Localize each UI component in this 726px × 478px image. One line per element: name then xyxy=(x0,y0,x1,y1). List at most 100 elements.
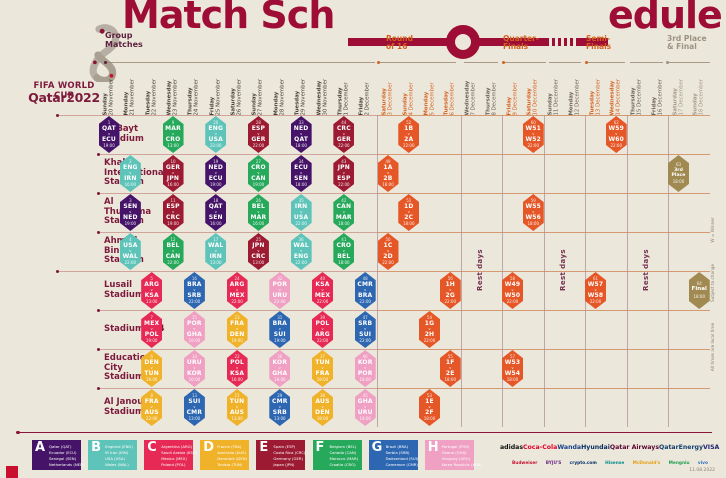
team-away: DEN xyxy=(315,408,330,416)
legend-team-list: Belgium (BEL) Canada (CAN) Morocco (MAR) Cr… xyxy=(330,444,359,468)
team-away: MAR xyxy=(335,213,352,221)
date-column-header: Tuesday 13 December xyxy=(589,58,602,116)
versus-mark: v xyxy=(172,131,175,136)
kickoff-time: 22:00 xyxy=(444,299,457,304)
section-baseline-dot xyxy=(585,61,588,64)
date-day-name: Thursday xyxy=(337,87,344,116)
versus-mark: v xyxy=(407,131,410,136)
team-away: FRA xyxy=(315,369,330,377)
legend-team: Saudi Arabia (KSA) xyxy=(161,449,198,455)
team-away: GER xyxy=(336,135,351,143)
match-badge: 6 DEN v TUN 16:00 xyxy=(141,350,163,387)
section-label-line2: & Final xyxy=(667,42,697,52)
versus-mark: v xyxy=(428,326,431,331)
match-badge: 36 WAL v ENG 22:00 xyxy=(290,233,312,270)
legend-group-letter: F xyxy=(315,440,325,455)
team-away: 2F xyxy=(425,408,434,416)
kickoff-time: 13:00 xyxy=(188,416,201,421)
date-value: 14 December xyxy=(615,78,622,116)
match-number: 7 xyxy=(150,315,153,320)
section-label-line1: 3rd Place xyxy=(667,34,707,43)
match-badge: 45 GHA v URU 18:00 xyxy=(354,389,376,426)
kickoff-time: 13:00 xyxy=(209,260,222,265)
date-value: 2 December xyxy=(364,82,371,116)
team-home: 1D xyxy=(403,203,414,210)
versus-mark: v xyxy=(214,170,217,175)
match-number: 12 xyxy=(170,237,176,242)
legend-team-list: England (ENG) IR Iran (IRN) USA (USA) Wales… xyxy=(105,444,133,468)
stadium-label-line: Al Janoub xyxy=(104,396,150,407)
kickoff-time: 22:00 xyxy=(359,299,371,304)
legend-team: England (ENG) xyxy=(105,443,133,449)
legend-team: Poland (POL) xyxy=(161,461,186,467)
kickoff-time: 22:00 xyxy=(274,299,286,304)
team-home: NED xyxy=(208,164,224,171)
versus-mark: v xyxy=(321,326,324,331)
versus-mark: v xyxy=(449,287,452,292)
team-home: BRA xyxy=(272,320,288,327)
date-column-header: Saturday 26 November xyxy=(231,58,244,116)
date-value: 25 November xyxy=(215,78,222,116)
match-badge: 48 CMR v BRA 22:00 xyxy=(354,272,376,309)
legend-group-a: A Qatar (QAT) Ecuador (ECU) Senegal (SEN) Ne… xyxy=(32,440,84,470)
versus-mark: v xyxy=(532,209,535,214)
legend-group-d: D France (FRA) Australia (AUS) Denmark (DEN… xyxy=(200,440,250,470)
kickoff-time: 18:00 xyxy=(316,377,329,382)
rest-days-label: Rest days xyxy=(476,249,484,291)
team-away: SRB xyxy=(272,408,287,416)
section-baseline xyxy=(667,62,710,63)
team-home: 1A xyxy=(383,164,393,171)
team-away: GER xyxy=(251,135,266,143)
team-away: SRB xyxy=(187,291,202,299)
versus-mark: v xyxy=(193,326,196,331)
kickoff-time: 18:00 xyxy=(506,377,519,382)
kickoff-time: 19:00 xyxy=(103,143,115,148)
versus-mark: v xyxy=(172,170,175,175)
kickoff-time: 19:00 xyxy=(188,338,201,343)
row-divider xyxy=(57,115,377,116)
team-away: URU xyxy=(272,291,288,299)
team-home: AUS xyxy=(315,398,330,405)
versus-mark: v xyxy=(172,209,175,214)
team-home: NED xyxy=(293,125,309,132)
stadium-label-education-city-stadium: Education City Stadium xyxy=(104,349,186,388)
date-value: 28 November xyxy=(279,78,286,116)
legend-team: Portugal (POR) xyxy=(441,443,470,449)
versus-mark: v xyxy=(300,131,303,136)
match-badge: 63 3rd Place 18:00 xyxy=(668,155,689,192)
legend-team: Denmark (DEN) xyxy=(217,455,248,461)
date-column-header: Thursday 24 November xyxy=(188,58,201,116)
match-number: 62 xyxy=(613,120,619,125)
section-divider-vertical xyxy=(377,115,378,427)
team-home: FRA xyxy=(144,398,159,405)
date-day-name: Monday xyxy=(423,91,429,116)
title-ring-icon xyxy=(446,25,480,59)
versus-mark: v xyxy=(511,287,514,292)
sponsor-logo-wanda: Wanda xyxy=(557,444,582,451)
side-note: All times are local time xyxy=(710,322,715,372)
section-baseline-gap xyxy=(464,62,498,63)
match-badge: 42 CAN v MAR 18:00 xyxy=(333,194,355,231)
section-baseline-dot xyxy=(104,61,107,64)
versus-mark: v xyxy=(342,248,345,253)
team-home: FRA xyxy=(230,320,245,327)
kickoff-time: 22:00 xyxy=(338,143,350,148)
legend-team: Belgium (BEL) xyxy=(329,443,357,449)
match-number: 47 xyxy=(362,315,368,320)
rest-days-label: Rest days xyxy=(641,249,650,291)
match-badge: 8 FRA v AUS 22:00 xyxy=(141,389,163,426)
versus-mark: v xyxy=(364,287,367,292)
legend-team: Germany (GER) xyxy=(273,455,303,461)
team-away: WAL xyxy=(122,252,139,260)
team-home: ENG xyxy=(123,164,138,171)
sponsor-logo-mengniu: Mengniu xyxy=(668,461,690,466)
date-column-header: Saturday 3 December xyxy=(382,58,395,115)
match-badge: 1 QAT v ECU 19:00 xyxy=(98,116,120,153)
fifa-world-cup-emblem-icon xyxy=(89,24,120,82)
versus-mark: v xyxy=(129,248,132,253)
sponsor-logo-vivo: vivo xyxy=(697,461,708,466)
stadium-label-stadium-974: Stadium 974 xyxy=(104,310,186,349)
versus-mark: v xyxy=(172,248,175,253)
match-badge: 38 AUS v DEN 18:00 xyxy=(312,389,333,426)
stadium-label-line: Stadium xyxy=(104,406,144,417)
